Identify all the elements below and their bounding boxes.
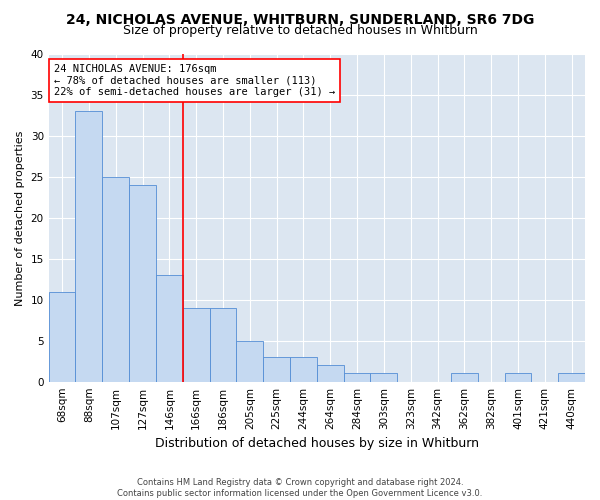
Bar (76, 112, 103, 382)
Bar (451, 374, 478, 382)
Bar (209, 308, 236, 382)
Bar (129, 185, 156, 382)
Bar (290, 357, 317, 382)
Bar (236, 340, 263, 382)
Y-axis label: Number of detached properties: Number of detached properties (15, 130, 25, 306)
Bar (317, 366, 344, 382)
Text: 24 NICHOLAS AVENUE: 176sqm
← 78% of detached houses are smaller (113)
22% of sem: 24 NICHOLAS AVENUE: 176sqm ← 78% of deta… (54, 64, 335, 97)
Text: 24, NICHOLAS AVENUE, WHITBURN, SUNDERLAND, SR6 7DG: 24, NICHOLAS AVENUE, WHITBURN, SUNDERLAN… (66, 12, 534, 26)
Bar (505, 374, 532, 382)
Text: Contains HM Land Registry data © Crown copyright and database right 2024.
Contai: Contains HM Land Registry data © Crown c… (118, 478, 482, 498)
Text: Size of property relative to detached houses in Whitburn: Size of property relative to detached ho… (122, 24, 478, 37)
Bar (558, 374, 585, 382)
Bar (370, 374, 397, 382)
Bar (263, 357, 290, 382)
Bar (183, 308, 209, 382)
Bar (156, 275, 183, 382)
X-axis label: Distribution of detached houses by size in Whitburn: Distribution of detached houses by size … (155, 437, 479, 450)
Bar (103, 177, 129, 382)
Bar (49, 292, 76, 382)
Bar (344, 374, 370, 382)
